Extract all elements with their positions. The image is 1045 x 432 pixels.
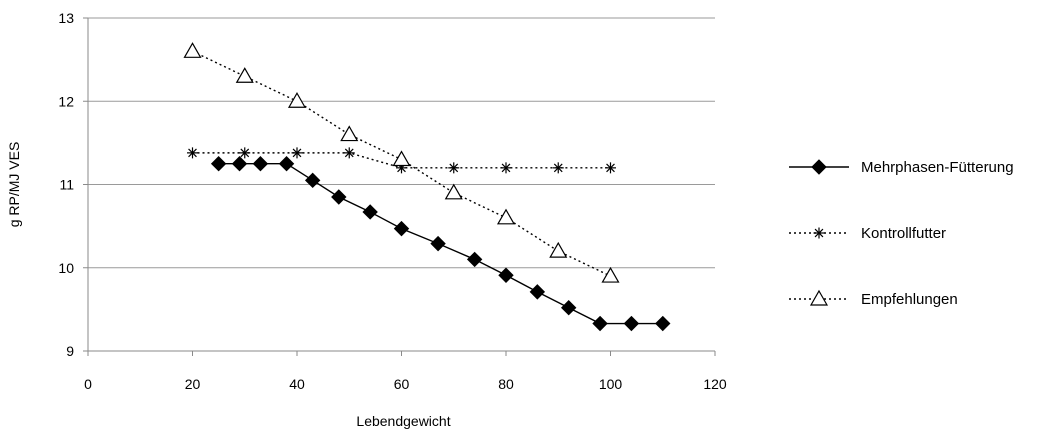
- diamond-marker: [466, 251, 483, 268]
- diamond-marker: [210, 155, 227, 172]
- diamond-marker: [655, 315, 671, 332]
- legend-entry: Mehrphasen-Fütterung: [789, 159, 1014, 176]
- asterisk-stroke: [553, 163, 563, 173]
- series-1: [210, 155, 671, 332]
- asterisk-stroke: [449, 163, 459, 173]
- diamond-marker: [393, 220, 410, 237]
- triangle-marker: [444, 183, 463, 200]
- asterisk-marker: [813, 227, 825, 239]
- triangle-marker: [601, 266, 620, 283]
- asterisk-marker: [500, 162, 512, 174]
- asterisk-marker: [291, 147, 303, 159]
- x-tick-label: 100: [599, 376, 623, 392]
- y-tick-label: 11: [59, 177, 74, 193]
- asterisk-stroke: [188, 148, 197, 158]
- y-tick-label: 10: [58, 260, 74, 276]
- legend-entry: Kontrollfutter: [789, 225, 946, 242]
- asterisk-stroke: [240, 148, 250, 158]
- triangle-marker: [549, 241, 568, 258]
- triangle-marker: [496, 208, 516, 225]
- y-tick-label: 12: [58, 93, 74, 109]
- x-tick-label: 120: [703, 376, 727, 392]
- diamond-marker: [592, 315, 608, 332]
- x-tick-label: 60: [394, 376, 410, 392]
- asterisk-marker: [552, 162, 564, 174]
- series-group: [183, 42, 671, 332]
- x-tick-label: 0: [84, 376, 92, 392]
- y-axis-title: g RP/MJ VES: [6, 142, 22, 228]
- asterisk-stroke: [501, 163, 511, 173]
- asterisk-stroke: [292, 148, 302, 158]
- diamond-marker: [331, 189, 347, 205]
- legend-entry: Empfehlungen: [789, 289, 958, 308]
- asterisk-marker: [605, 162, 616, 174]
- legend-label: Empfehlungen: [861, 291, 958, 308]
- asterisk-marker: [187, 147, 198, 159]
- asterisk-stroke: [814, 228, 824, 238]
- y-tick-label: 9: [66, 343, 74, 359]
- triangle-marker: [183, 42, 202, 58]
- axes: [83, 17, 716, 356]
- legend-label: Kontrollfutter: [861, 225, 946, 242]
- series-line: [218, 162, 663, 325]
- diamond-marker: [430, 235, 446, 252]
- diamond-marker: [231, 155, 248, 172]
- x-tick-label: 80: [498, 376, 514, 392]
- triangle-marker: [809, 289, 829, 306]
- asterisk-stroke: [606, 163, 615, 173]
- triangle-marker: [235, 67, 254, 83]
- triangle-marker: [287, 92, 307, 108]
- x-tick-labels: 0 20 40 60 80 100 120: [84, 376, 727, 392]
- series-3: [183, 42, 620, 283]
- y-tick-labels: 9 10 11 12 13: [58, 10, 74, 359]
- diamond-marker: [529, 284, 546, 300]
- diamond-marker: [362, 204, 378, 220]
- x-tick-label: 40: [289, 376, 305, 392]
- asterisk-stroke: [344, 148, 354, 158]
- asterisk-marker: [343, 147, 355, 159]
- triangle-marker: [392, 150, 411, 167]
- diamond-marker: [278, 155, 295, 172]
- legend: Mehrphasen-Fütterung Kontrollfutter Empfeh…: [789, 159, 1014, 308]
- x-axis-title: Lebendgewicht: [356, 413, 450, 429]
- x-tick-label: 20: [185, 376, 201, 392]
- diamond-marker: [623, 315, 640, 332]
- asterisk-marker: [239, 147, 251, 159]
- y-tick-label: 13: [58, 10, 74, 26]
- legend-label: Mehrphasen-Fütterung: [861, 159, 1014, 176]
- diamond-marker: [252, 155, 269, 172]
- triangle-marker: [340, 125, 359, 142]
- diamond-marker: [811, 159, 827, 175]
- diamond-marker: [498, 267, 514, 283]
- diamond-marker: [304, 172, 321, 189]
- diamond-marker: [560, 300, 577, 316]
- asterisk-marker: [448, 162, 460, 174]
